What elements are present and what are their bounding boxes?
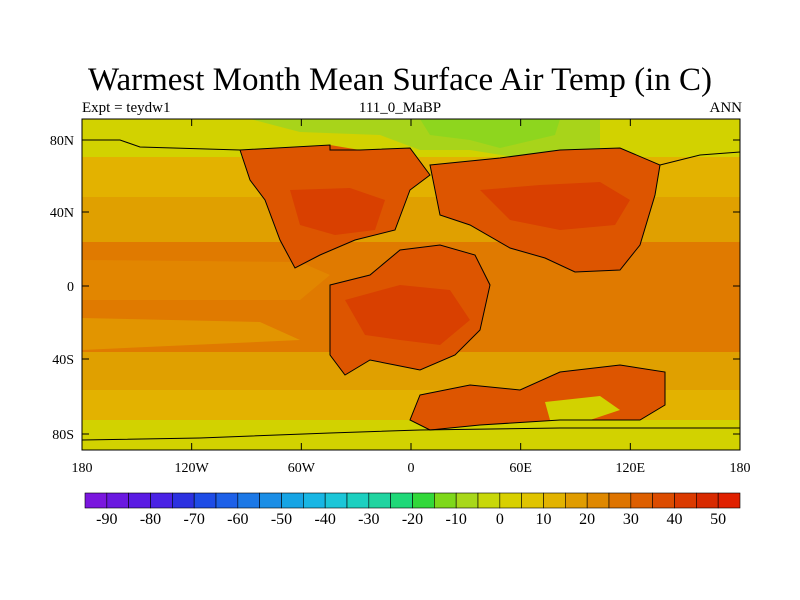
- colorbar-swatch: [412, 492, 435, 509]
- lat-tick-label: 80S: [52, 428, 74, 443]
- colorbar-label: 20: [579, 511, 595, 528]
- colorbar-swatch: [368, 492, 391, 509]
- colorbar-swatch: [477, 492, 501, 509]
- lon-tick-label: 120W: [175, 461, 210, 476]
- colorbar-label: 0: [496, 511, 504, 528]
- map-panel: [82, 119, 740, 450]
- coastline-north-america: [239, 144, 431, 269]
- colorbar: -90 -80 -70 -60 -50 -40 -30 -20 -10 0 10 20 30 40 50: [84, 492, 741, 528]
- colorbar-label: -60: [227, 511, 248, 528]
- colorbar-label: -80: [140, 511, 161, 528]
- colorbar-swatch: [84, 492, 108, 509]
- lat-tick-label: 0: [67, 280, 74, 295]
- land-gondwana-hot: [345, 285, 470, 345]
- coastline-eurasia: [429, 147, 661, 273]
- lat-tick-label: 80N: [50, 134, 74, 149]
- ocean-south-pacific-cool-tongue: [82, 318, 300, 350]
- colorbar-swatch: [281, 492, 304, 509]
- colorbar-swatch: [215, 492, 239, 509]
- chart-title: Warmest Month Mean Surface Air Temp (in …: [87, 62, 713, 98]
- lon-tick-label: 180: [730, 461, 751, 476]
- colorbar-label: -90: [96, 511, 117, 528]
- land-eurasia-hot: [480, 182, 630, 230]
- lon-tick-label: 60E: [509, 461, 532, 476]
- colorbar-swatch: [303, 492, 326, 509]
- experiment-label: Expt = teydw1: [82, 100, 171, 116]
- colorbar-swatch: [259, 492, 282, 509]
- colorbar-swatch: [390, 492, 413, 509]
- colorbar-swatch: [674, 492, 697, 509]
- land-southern-yellow-patch: [545, 396, 620, 420]
- colorbar-swatch: [586, 492, 610, 509]
- colorbar-swatch: [150, 492, 173, 509]
- lon-tick-label: 120E: [616, 461, 646, 476]
- colorbar-swatch: [717, 492, 741, 509]
- colorbar-swatch: [565, 492, 588, 509]
- lon-tick-label: 0: [408, 461, 415, 476]
- coastline-south-polar: [82, 427, 740, 441]
- colorbar-label: 40: [667, 511, 683, 528]
- colorbar-swatch: [237, 492, 260, 509]
- colorbar-swatch: [172, 492, 195, 509]
- colorbar-swatch: [696, 492, 719, 509]
- latitude-axis: 80N 40N 0 40S 80S: [50, 134, 740, 443]
- season-label: ANN: [709, 100, 743, 116]
- lon-tick-label: 60W: [288, 461, 316, 476]
- coastline-gondwana: [329, 244, 491, 376]
- ocean-pacific-warm-tongue: [82, 260, 330, 300]
- colorbar-swatch: [499, 492, 522, 509]
- colorbar-label: -30: [358, 511, 379, 528]
- coastline-north-polar: [82, 139, 740, 166]
- colorbar-label: -70: [184, 511, 205, 528]
- colorbar-swatch: [455, 492, 479, 509]
- colorbar-label: -20: [402, 511, 423, 528]
- colorbar-swatch: [521, 492, 544, 509]
- time-label: 111_0_MaBP: [358, 100, 442, 116]
- colorbar-label: -10: [446, 511, 467, 528]
- colorbar-swatch: [608, 492, 632, 509]
- colorbar-swatch: [346, 492, 370, 509]
- longitude-axis: 180 120W 60W 0 60E 120E 180: [72, 119, 751, 476]
- colorbar-swatch: [128, 492, 151, 509]
- colorbar-swatch: [652, 492, 675, 509]
- colorbar-swatch: [543, 492, 566, 509]
- colorbar-label: 50: [710, 511, 726, 528]
- arctic-coldest-region: [420, 119, 560, 148]
- colorbar-label: -40: [315, 511, 336, 528]
- lat-tick-label: 40N: [50, 206, 74, 221]
- colorbar-label: 10: [536, 511, 552, 528]
- land-north-america-hot: [290, 188, 385, 235]
- colorbar-swatch: [434, 492, 457, 509]
- colorbar-label: -50: [271, 511, 292, 528]
- colorbar-swatch: [193, 492, 217, 509]
- colorbar-swatch: [106, 492, 129, 509]
- lat-tick-label: 40S: [52, 353, 74, 368]
- colorbar-label: 30: [623, 511, 639, 528]
- colorbar-swatch: [324, 492, 348, 509]
- lon-tick-label: 180: [72, 461, 93, 476]
- colorbar-swatch: [630, 492, 653, 509]
